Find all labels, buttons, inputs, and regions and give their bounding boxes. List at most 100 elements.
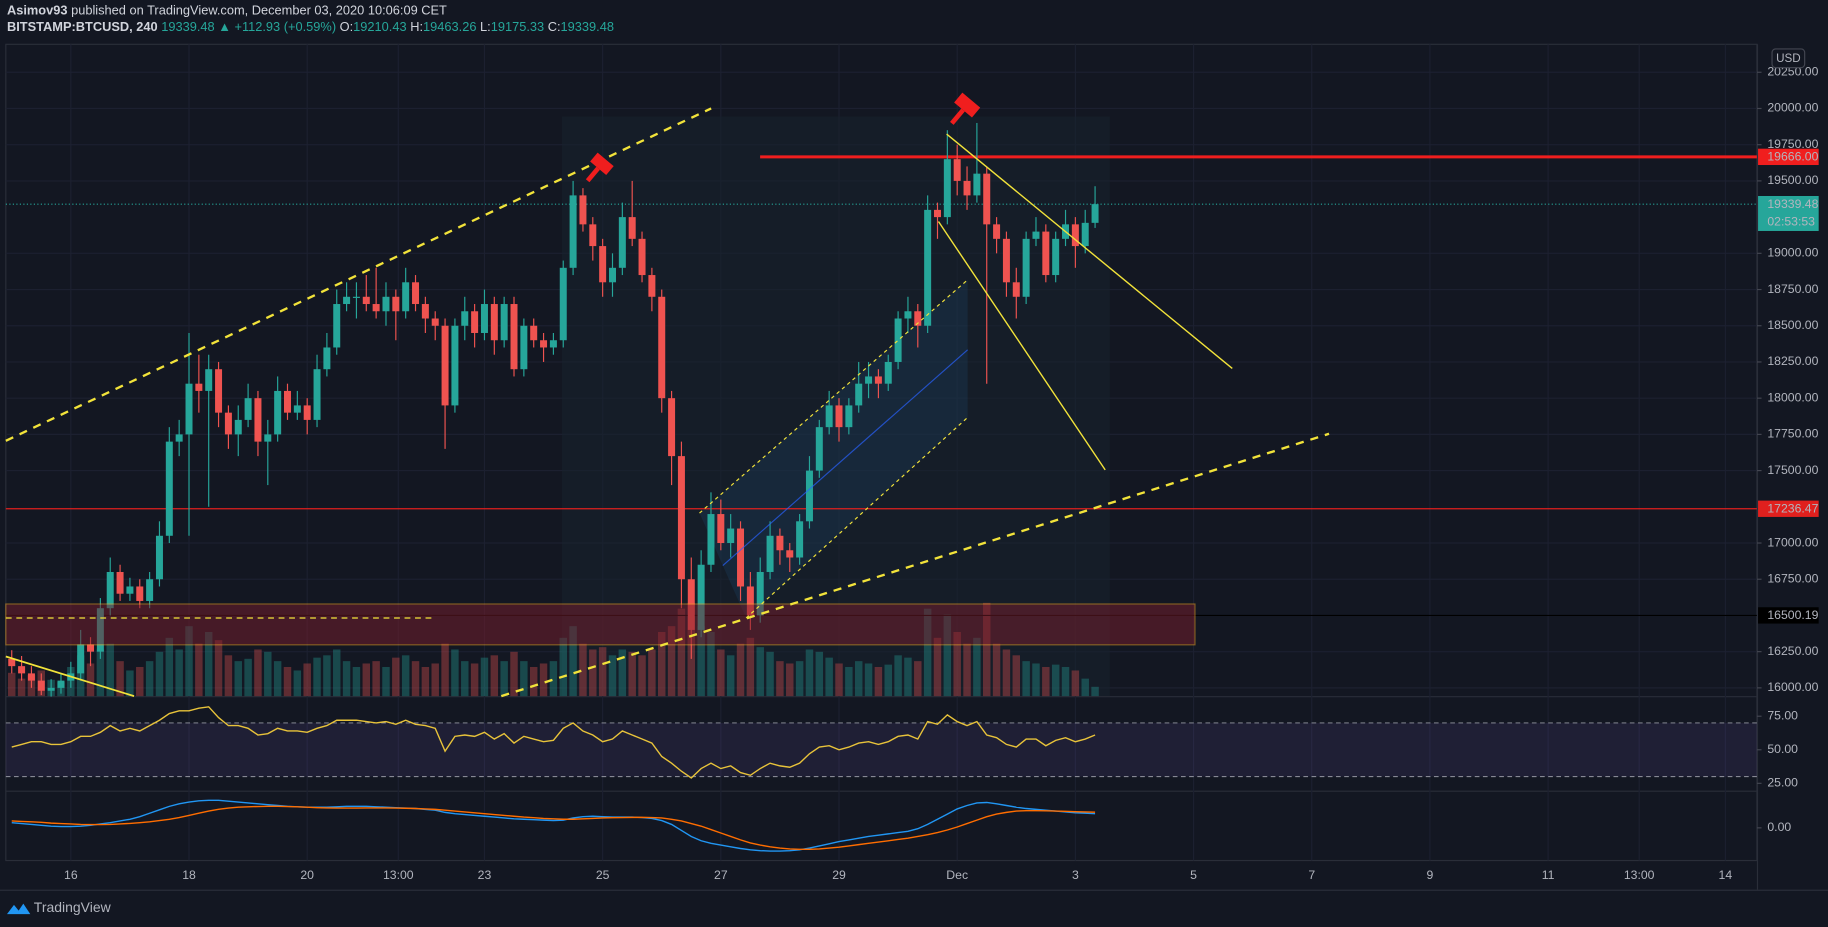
- volume-bar: [756, 647, 764, 697]
- last-price: 19339.48: [161, 19, 214, 34]
- volume-bar: [933, 637, 942, 697]
- volume-bar: [441, 643, 449, 697]
- volume-bar: [1042, 666, 1050, 697]
- candle-body: [1012, 282, 1020, 297]
- rsi: [5, 706, 1757, 779]
- level-tag: [1758, 148, 1819, 166]
- y-tick-label: 17500.00: [1767, 463, 1818, 477]
- candle-body: [815, 427, 823, 471]
- volume-bar: [362, 663, 371, 697]
- volume-bar: [411, 661, 420, 697]
- candle-body: [1091, 204, 1099, 223]
- hammer-icon: [950, 92, 981, 125]
- candle-body: [215, 369, 223, 413]
- volume-bar: [825, 657, 833, 697]
- candle-body: [697, 564, 705, 630]
- volume-bar: [264, 651, 272, 697]
- volume-bar: [254, 649, 262, 697]
- candle-body: [668, 398, 676, 457]
- x-tick-label: 18: [182, 868, 196, 882]
- volume-bar: [884, 664, 892, 697]
- x-tick-label: 16: [64, 868, 78, 882]
- volume-bar: [815, 651, 824, 697]
- axes: 16 18 20 13:00 23 25 27 29 Dec 3 5 7 9 11 13:00 14 16000…: [64, 64, 1819, 882]
- volume-bar: [303, 663, 311, 697]
- l-label: L:: [480, 19, 491, 34]
- volume-bar: [549, 661, 558, 697]
- candle-body: [746, 586, 754, 616]
- x-tick-label: 5: [1190, 868, 1197, 882]
- candle-body: [1052, 238, 1060, 276]
- volume-bar: [510, 651, 518, 697]
- candle-body: [402, 282, 410, 312]
- candle-body: [993, 224, 1001, 239]
- candle-body: [776, 535, 784, 551]
- volume-bar: [894, 655, 902, 697]
- candle-body: [933, 209, 941, 218]
- candle-body: [520, 325, 528, 370]
- x-tick-label: Dec: [946, 868, 968, 882]
- macd: [11, 799, 1096, 852]
- candle-body: [717, 514, 725, 544]
- level-label: 17236.47: [1767, 502, 1818, 516]
- change: ▲ +112.93 (+0.59%): [218, 19, 336, 34]
- volume-bar: [983, 602, 991, 697]
- candle-body: [185, 383, 193, 435]
- volume-bar: [17, 678, 26, 697]
- candle-body: [57, 680, 65, 688]
- volume-bar: [145, 661, 154, 697]
- volume-bar: [126, 670, 134, 697]
- level-tag: [1758, 607, 1819, 624]
- currency-box[interactable]: [1771, 48, 1806, 69]
- volume-bar: [1012, 655, 1021, 697]
- macd-line: [11, 805, 1096, 851]
- candle-body: [47, 687, 55, 691]
- volume-bar: [431, 663, 439, 697]
- volume-bar: [963, 643, 971, 697]
- candle-body: [382, 296, 390, 312]
- currency[interactable]: USD: [1776, 52, 1801, 65]
- x-tick-label: 27: [714, 868, 728, 882]
- volume-bar: [185, 626, 193, 697]
- volume-bar: [273, 661, 282, 697]
- volume-bar: [224, 655, 233, 697]
- candle-body: [27, 673, 35, 681]
- countdown: 02:53:53: [1767, 214, 1815, 228]
- x-tick-label: 14: [1719, 868, 1733, 882]
- y-tick-label: 18250.00: [1767, 354, 1818, 368]
- volume-bar: [569, 626, 577, 697]
- volume-bar: [589, 649, 597, 697]
- volume-bar: [195, 643, 203, 697]
- volume-bar: [736, 643, 745, 697]
- hammer-icon: [585, 152, 614, 183]
- candle-body: [205, 369, 213, 391]
- candle-body: [441, 325, 449, 406]
- volume-bar: [776, 661, 784, 697]
- support-zone: [5, 603, 1196, 646]
- x-tick-label: 23: [478, 868, 492, 882]
- volume-bar: [520, 661, 528, 697]
- candle-body: [1042, 231, 1050, 276]
- candle-body: [914, 311, 922, 326]
- volume-bar: [648, 649, 656, 697]
- candle-body: [87, 644, 95, 652]
- volume-bar: [539, 663, 548, 697]
- volume-bar: [746, 637, 755, 697]
- volume-bar: [923, 608, 932, 697]
- x-tick-label: 29: [832, 868, 846, 882]
- candle-body: [737, 528, 745, 587]
- candle-body: [421, 304, 429, 319]
- candle-body: [884, 361, 892, 384]
- volume-bar: [1032, 663, 1040, 697]
- volume-bar: [283, 666, 292, 697]
- x-tick-label: 11: [1542, 868, 1555, 882]
- candle-body: [274, 390, 282, 435]
- candle-body: [461, 311, 469, 326]
- volume-bar: [155, 651, 164, 697]
- symbol: BITSTAMP:BTCUSD, 240: [7, 19, 158, 34]
- volume-bar: [667, 626, 676, 697]
- volume-bar: [658, 631, 666, 697]
- header-line: Asimov93 published on TradingView.com, D…: [7, 3, 447, 18]
- candle-body: [628, 217, 636, 239]
- volume-bar: [795, 661, 804, 697]
